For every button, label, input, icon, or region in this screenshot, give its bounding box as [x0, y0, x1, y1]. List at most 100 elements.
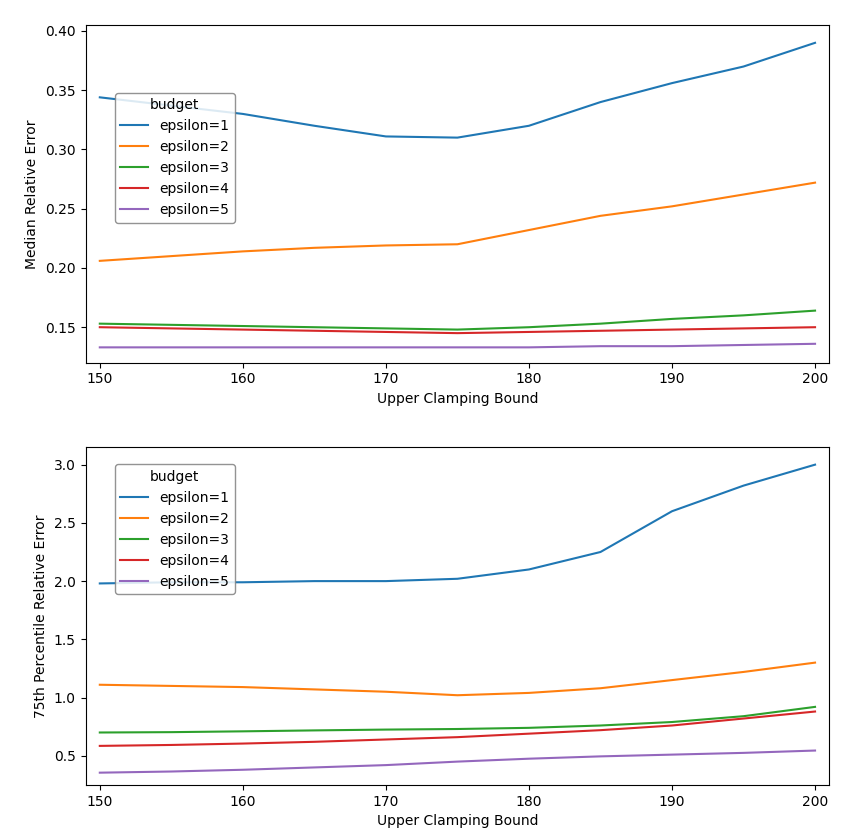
Legend: epsilon=1, epsilon=2, epsilon=3, epsilon=4, epsilon=5: epsilon=1, epsilon=2, epsilon=3, epsilon…	[115, 93, 235, 223]
epsilon=2	[810, 658, 820, 668]
epsilon=5	[310, 762, 320, 772]
epsilon=1	[524, 564, 534, 574]
Line: epsilon=1: epsilon=1	[100, 464, 815, 584]
Line: epsilon=3: epsilon=3	[100, 707, 815, 732]
epsilon=3	[810, 702, 820, 712]
epsilon=1	[667, 78, 677, 89]
epsilon=1	[452, 133, 463, 143]
epsilon=2	[452, 691, 463, 701]
epsilon=4	[452, 328, 463, 338]
Line: epsilon=3: epsilon=3	[100, 311, 815, 330]
epsilon=4	[810, 706, 820, 716]
epsilon=2	[238, 246, 248, 256]
epsilon=5	[238, 765, 248, 775]
epsilon=5	[166, 342, 176, 352]
epsilon=3	[238, 321, 248, 331]
epsilon=3	[524, 322, 534, 332]
epsilon=4	[380, 327, 391, 337]
epsilon=5	[667, 750, 677, 760]
epsilon=3	[95, 319, 105, 329]
epsilon=5	[810, 746, 820, 756]
epsilon=3	[380, 725, 391, 735]
epsilon=3	[310, 726, 320, 736]
epsilon=4	[524, 327, 534, 337]
epsilon=1	[810, 38, 820, 48]
Legend: epsilon=1, epsilon=2, epsilon=3, epsilon=4, epsilon=5: epsilon=1, epsilon=2, epsilon=3, epsilon…	[115, 464, 235, 594]
epsilon=5	[667, 342, 677, 352]
epsilon=4	[238, 325, 248, 335]
epsilon=4	[810, 322, 820, 332]
epsilon=5	[95, 767, 105, 777]
epsilon=5	[595, 752, 605, 762]
epsilon=2	[810, 178, 820, 188]
epsilon=3	[810, 306, 820, 316]
Line: epsilon=4: epsilon=4	[100, 327, 815, 333]
epsilon=5	[380, 342, 391, 352]
epsilon=3	[310, 322, 320, 332]
epsilon=2	[95, 680, 105, 690]
epsilon=2	[95, 256, 105, 266]
epsilon=3	[667, 314, 677, 324]
Line: epsilon=5: epsilon=5	[100, 344, 815, 347]
epsilon=5	[452, 342, 463, 352]
epsilon=1	[238, 109, 248, 119]
epsilon=1	[595, 547, 605, 557]
epsilon=1	[380, 576, 391, 586]
epsilon=2	[667, 675, 677, 685]
epsilon=2	[739, 667, 749, 677]
Y-axis label: Median Relative Error: Median Relative Error	[26, 119, 39, 269]
Line: epsilon=5: epsilon=5	[100, 751, 815, 772]
epsilon=3	[595, 319, 605, 329]
X-axis label: Upper Clamping Bound: Upper Clamping Bound	[377, 814, 538, 828]
epsilon=2	[380, 240, 391, 250]
epsilon=2	[166, 251, 176, 261]
epsilon=5	[595, 342, 605, 352]
epsilon=3	[667, 717, 677, 727]
epsilon=4	[452, 732, 463, 742]
epsilon=1	[166, 577, 176, 587]
epsilon=2	[595, 210, 605, 220]
epsilon=3	[739, 711, 749, 721]
epsilon=4	[95, 741, 105, 751]
epsilon=1	[524, 121, 534, 131]
epsilon=2	[380, 686, 391, 696]
epsilon=4	[238, 738, 248, 748]
epsilon=1	[95, 579, 105, 589]
epsilon=1	[166, 100, 176, 110]
epsilon=3	[380, 323, 391, 333]
epsilon=4	[166, 740, 176, 750]
epsilon=1	[739, 481, 749, 491]
epsilon=1	[380, 131, 391, 141]
epsilon=5	[739, 748, 749, 758]
epsilon=4	[310, 736, 320, 746]
epsilon=4	[95, 322, 105, 332]
epsilon=1	[667, 506, 677, 516]
Y-axis label: 75th Percentile Relative Error: 75th Percentile Relative Error	[34, 514, 48, 718]
epsilon=4	[739, 323, 749, 333]
epsilon=5	[739, 340, 749, 350]
epsilon=3	[452, 724, 463, 734]
epsilon=1	[595, 97, 605, 107]
epsilon=5	[238, 342, 248, 352]
epsilon=5	[452, 757, 463, 767]
epsilon=2	[452, 240, 463, 250]
epsilon=1	[739, 62, 749, 72]
epsilon=4	[166, 323, 176, 333]
epsilon=4	[524, 729, 534, 739]
epsilon=3	[95, 727, 105, 737]
epsilon=3	[166, 320, 176, 330]
epsilon=1	[310, 576, 320, 586]
Line: epsilon=1: epsilon=1	[100, 43, 815, 138]
epsilon=2	[310, 243, 320, 253]
epsilon=4	[310, 326, 320, 336]
epsilon=4	[595, 326, 605, 336]
epsilon=2	[310, 685, 320, 695]
epsilon=2	[739, 190, 749, 200]
epsilon=5	[380, 760, 391, 770]
epsilon=2	[667, 201, 677, 211]
epsilon=5	[524, 342, 534, 352]
epsilon=3	[595, 721, 605, 731]
epsilon=2	[524, 225, 534, 235]
epsilon=1	[238, 577, 248, 587]
epsilon=3	[452, 325, 463, 335]
